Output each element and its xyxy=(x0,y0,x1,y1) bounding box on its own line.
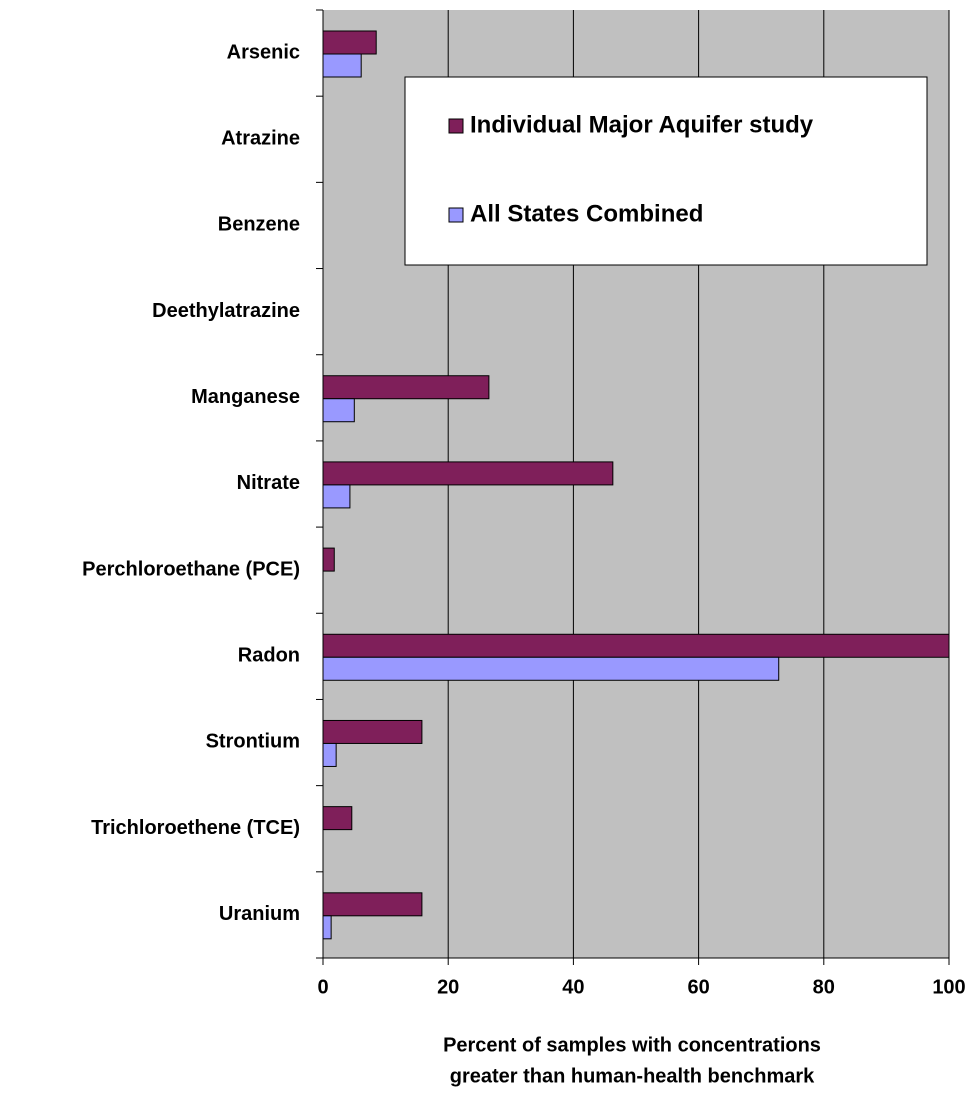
bar xyxy=(322,633,950,658)
y-tick-label: Uranium xyxy=(219,903,300,925)
legend-swatch xyxy=(448,118,464,134)
y-tick-label: Radon xyxy=(238,645,300,667)
bar xyxy=(322,375,490,400)
bar xyxy=(322,484,351,509)
bar xyxy=(322,915,332,940)
x-tick-label: 40 xyxy=(562,976,584,998)
bar xyxy=(322,461,614,486)
legend-label: All States Combined xyxy=(470,200,703,227)
y-tick-label: Nitrate xyxy=(237,472,300,494)
y-tick-label: Manganese xyxy=(191,386,300,408)
bar xyxy=(322,30,377,55)
y-tick-label: Strontium xyxy=(206,731,300,753)
x-axis-label: greater than human-health benchmark xyxy=(450,1065,815,1087)
bar xyxy=(322,53,362,78)
legend-label: Individual Major Aquifer study xyxy=(470,111,814,138)
x-tick-label: 100 xyxy=(932,976,965,998)
legend-swatch xyxy=(448,207,464,223)
bar xyxy=(322,806,353,831)
y-tick-label: Atrazine xyxy=(221,127,300,149)
x-tick-label: 60 xyxy=(687,976,709,998)
x-axis-label: Percent of samples with concentrations xyxy=(443,1034,821,1056)
bar xyxy=(322,719,423,744)
x-tick-label: 80 xyxy=(813,976,835,998)
x-tick-label: 0 xyxy=(317,976,328,998)
y-tick-label: Benzene xyxy=(218,214,300,236)
y-tick-label: Deethylatrazine xyxy=(152,300,300,322)
legend-box xyxy=(404,76,928,266)
bar xyxy=(322,398,355,423)
bar xyxy=(322,656,780,681)
bar xyxy=(322,547,335,572)
bar xyxy=(322,742,337,767)
y-tick-label: Perchloroethane (PCE) xyxy=(82,558,300,580)
x-tick-label: 20 xyxy=(437,976,459,998)
y-tick-label: Arsenic xyxy=(227,41,300,63)
bar xyxy=(322,892,423,917)
y-tick-label: Trichloroethene (TCE) xyxy=(91,817,300,839)
